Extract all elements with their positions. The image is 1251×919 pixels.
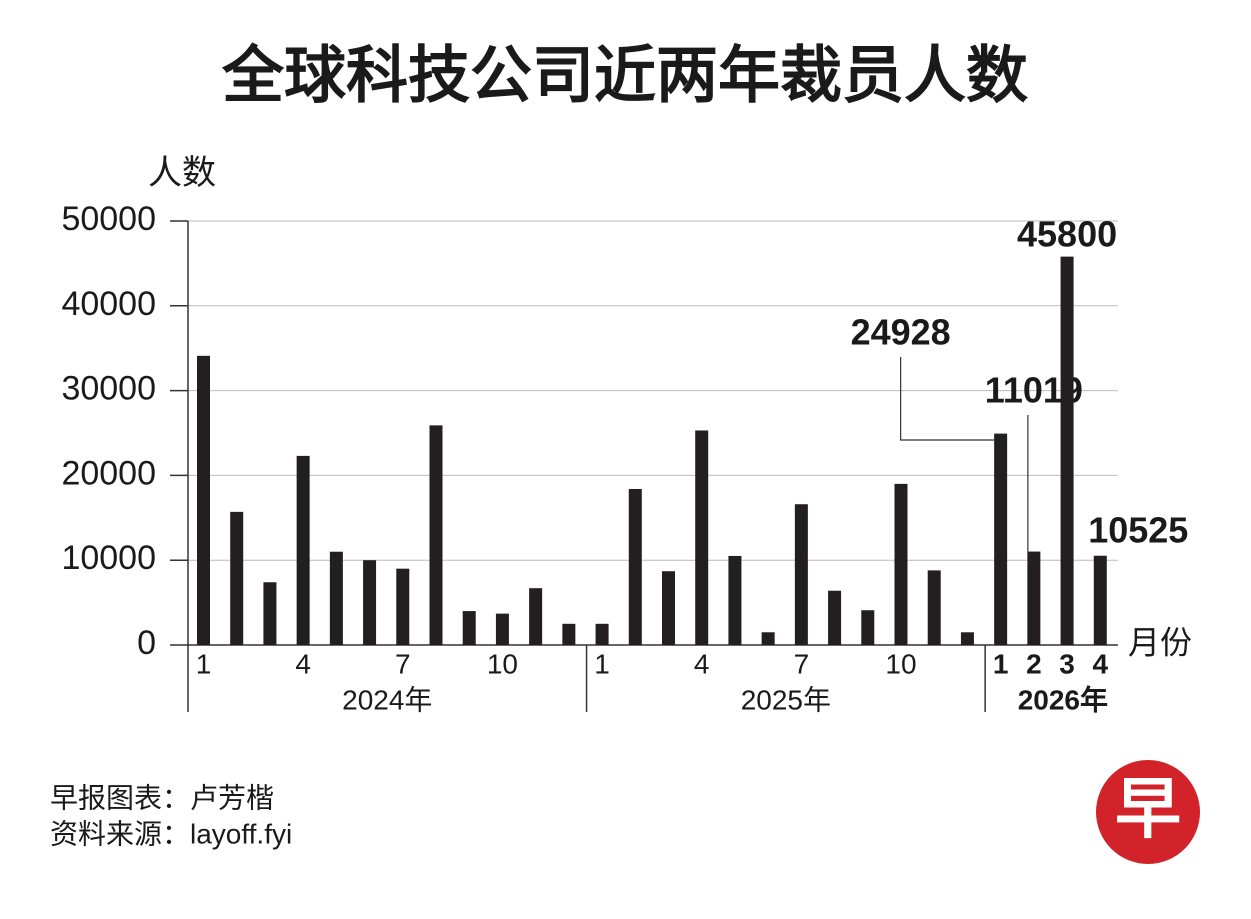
bar (396, 568, 410, 645)
chart-title: 全球科技公司近两年裁员人数 (221, 41, 1028, 110)
y-axis-label: 人数 (148, 154, 216, 192)
x-tick-label: 7 (395, 648, 411, 679)
bar (595, 623, 609, 645)
bar (529, 588, 543, 645)
leader-line (900, 357, 995, 441)
bar (1093, 555, 1107, 645)
x-tick-label: 4 (1092, 648, 1108, 679)
bar (861, 610, 875, 645)
bar (695, 430, 709, 645)
group-label: 2024年 (342, 684, 432, 715)
y-tick-label: 10000 (61, 539, 156, 577)
bar (296, 455, 310, 645)
footer-source: 资料来源：layoff.fyi (50, 818, 292, 849)
logo-text: 早 (1115, 771, 1181, 845)
group-label: 2026年 (1018, 683, 1108, 715)
logo-circle (1096, 760, 1200, 864)
bar (794, 504, 808, 645)
data-label: 45800 (1017, 214, 1117, 255)
bar (462, 611, 476, 645)
bar (828, 590, 842, 645)
bar (927, 570, 941, 645)
x-tick-label: 10 (885, 648, 916, 679)
bar (495, 613, 509, 645)
bar (894, 483, 908, 645)
y-tick-label: 20000 (61, 454, 156, 492)
y-tick-label: 0 (137, 624, 156, 662)
x-tick-label: 4 (295, 648, 311, 679)
x-tick-label: 2 (1026, 648, 1042, 679)
footer-credit: 早报图表：卢芳楷 (50, 782, 274, 813)
x-tick-label: 10 (487, 648, 518, 679)
bar (329, 551, 343, 645)
data-label: 10525 (1088, 510, 1188, 551)
data-label: 24928 (851, 312, 951, 353)
x-tick-label: 3 (1059, 648, 1075, 679)
y-tick-label: 50000 (61, 200, 156, 238)
x-tick-label: 7 (794, 648, 810, 679)
bar (363, 560, 377, 645)
bar (728, 555, 742, 645)
bar (429, 425, 443, 645)
bar (761, 632, 775, 645)
bar (1027, 551, 1041, 645)
bar (994, 433, 1008, 645)
y-tick-label: 40000 (61, 285, 156, 323)
x-tick-label: 1 (993, 648, 1009, 679)
bar (960, 632, 974, 645)
x-tick-label: 1 (594, 648, 610, 679)
x-tick-label: 4 (694, 648, 710, 679)
bar (662, 571, 675, 645)
group-label: 2025年 (741, 684, 831, 715)
bar (562, 623, 576, 645)
y-tick-label: 30000 (61, 370, 156, 408)
bar (628, 488, 642, 645)
bar (230, 511, 244, 645)
bar (263, 582, 277, 645)
x-axis-label: 月份 (1128, 624, 1192, 660)
x-tick-label: 1 (196, 648, 212, 679)
bar (1060, 256, 1074, 645)
bar (197, 355, 210, 645)
